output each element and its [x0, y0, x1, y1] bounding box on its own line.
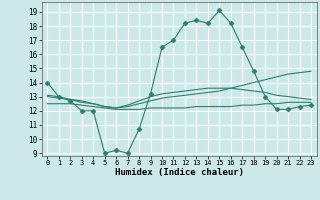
X-axis label: Humidex (Indice chaleur): Humidex (Indice chaleur)	[115, 168, 244, 177]
